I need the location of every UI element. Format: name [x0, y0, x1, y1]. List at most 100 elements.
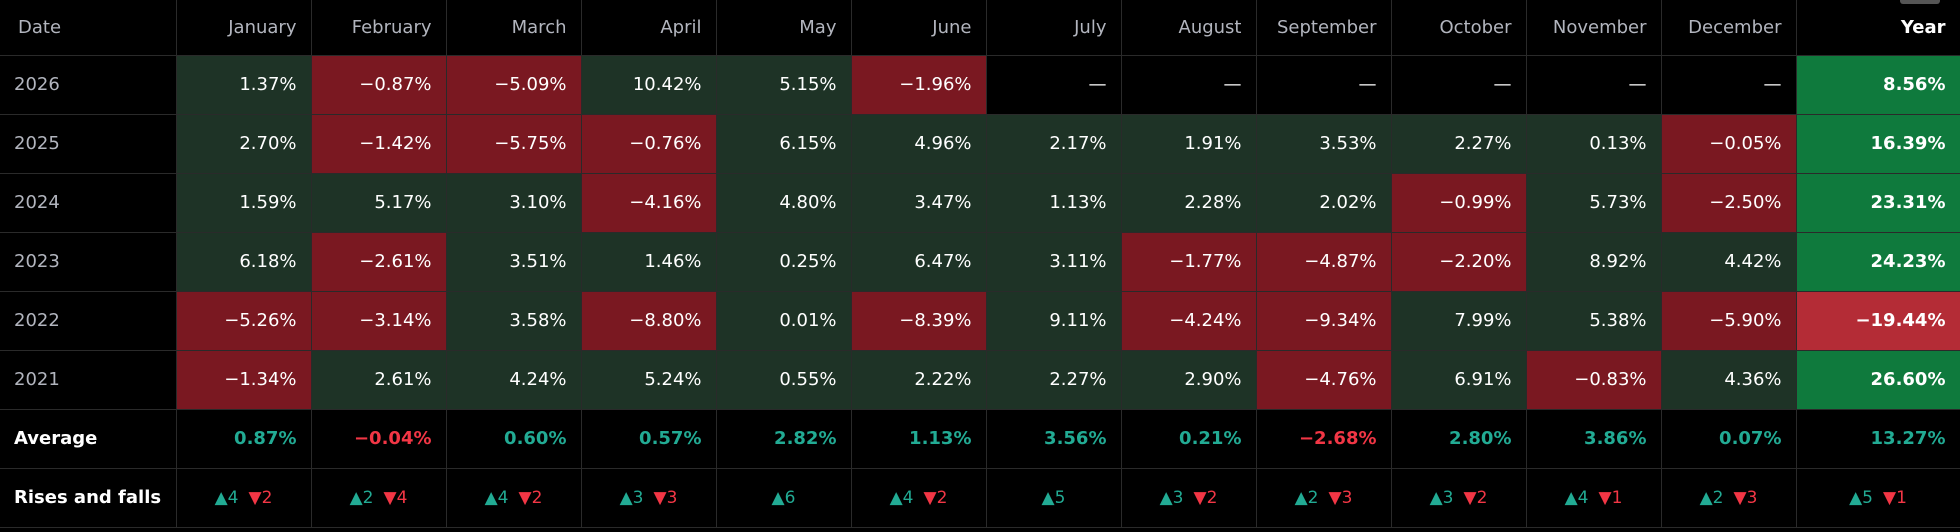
triangle-down-icon: ▼	[248, 487, 262, 508]
column-header-month[interactable]: October	[1391, 0, 1527, 56]
rises-falls-cell: ▲4 ▼1	[1526, 468, 1662, 528]
column-header-month[interactable]: July	[986, 0, 1122, 56]
column-header-month[interactable]: March	[446, 0, 582, 56]
falls-count: 3	[666, 487, 678, 508]
month-return-cell: 3.11%	[986, 232, 1122, 292]
column-header-month[interactable]: November	[1526, 0, 1662, 56]
triangle-up-icon: ▲	[484, 487, 498, 508]
column-header-month[interactable]: December	[1661, 0, 1797, 56]
month-return-cell: 0.55%	[716, 350, 852, 410]
triangle-up-icon: ▲	[349, 487, 363, 508]
rises-falls-cell: ▲4 ▼2	[446, 468, 582, 528]
year-return-cell: 24.23%	[1796, 232, 1960, 292]
triangle-up-icon: ▲	[771, 487, 785, 508]
month-return-cell: 2.17%	[986, 114, 1122, 174]
triangle-down-icon: ▼	[1193, 487, 1207, 508]
month-return-cell: —	[986, 55, 1122, 115]
month-return-cell: −9.34%	[1256, 291, 1392, 351]
table-row: 2024 1.59% 5.17% 3.10% −4.16% 4.80% 3.47% 1.13%…	[0, 173, 1960, 233]
triangle-down-icon: ▼	[1733, 487, 1747, 508]
triangle-down-icon: ▼	[1328, 487, 1342, 508]
month-return-cell: 5.17%	[311, 173, 447, 233]
month-return-cell: 1.59%	[176, 173, 312, 233]
rises-falls-cell: ▲2 ▼3	[1661, 468, 1797, 528]
month-return-cell: —	[1661, 55, 1797, 115]
average-cell: 0.60%	[446, 409, 582, 469]
column-header-month[interactable]: February	[311, 0, 447, 56]
rises-count: 4	[902, 487, 914, 508]
triangle-down-icon: ▼	[518, 487, 532, 508]
rises-count: 4	[227, 487, 239, 508]
month-return-cell: —	[1526, 55, 1662, 115]
rises-count: 2	[1712, 487, 1724, 508]
year-return-cell: 8.56%	[1796, 55, 1960, 115]
rises-count: 5	[1054, 487, 1066, 508]
triangle-up-icon: ▲	[1294, 487, 1308, 508]
triangle-down-icon: ▼	[1463, 487, 1477, 508]
rises-falls-cell: ▲4 ▼2	[176, 468, 312, 528]
rises-falls-cell: ▲2 ▼3	[1256, 468, 1392, 528]
triangle-up-icon: ▲	[1159, 487, 1173, 508]
month-return-cell: 6.18%	[176, 232, 312, 292]
month-return-cell: 1.13%	[986, 173, 1122, 233]
year-return-cell: 26.60%	[1796, 350, 1960, 410]
falls-count: 2	[261, 487, 273, 508]
triangle-down-icon: ▼	[653, 487, 667, 508]
falls-count: 2	[1476, 487, 1488, 508]
rises-falls-year-cell: ▲5 ▼1	[1796, 468, 1960, 528]
month-return-cell: 2.27%	[1391, 114, 1527, 174]
falls-count: 2	[531, 487, 543, 508]
active-sort-indicator	[1899, 0, 1940, 4]
month-return-cell: −5.90%	[1661, 291, 1797, 351]
average-cell: 2.82%	[716, 409, 852, 469]
month-return-cell: −3.14%	[311, 291, 447, 351]
falls-count: 1	[1611, 487, 1623, 508]
month-return-cell: 10.42%	[581, 55, 717, 115]
rises-falls-cell: ▲3 ▼2	[1391, 468, 1527, 528]
average-cell: −2.68%	[1256, 409, 1392, 469]
falls-count: 2	[936, 487, 948, 508]
month-return-cell: 1.91%	[1121, 114, 1257, 174]
triangle-down-icon: ▼	[383, 487, 397, 508]
month-return-cell: 2.61%	[311, 350, 447, 410]
row-year-label: 2022	[0, 291, 177, 351]
rises-count: 6	[784, 487, 796, 508]
table-row: 2023 6.18% −2.61% 3.51% 1.46% 0.25% 6.47% 3.11%…	[0, 232, 1960, 292]
triangle-up-icon: ▲	[214, 487, 228, 508]
month-return-cell: −2.61%	[311, 232, 447, 292]
year-return-cell: 23.31%	[1796, 173, 1960, 233]
row-year-label: 2025	[0, 114, 177, 174]
month-return-cell: 5.15%	[716, 55, 852, 115]
month-return-cell: −0.76%	[581, 114, 717, 174]
year-return-cell: −19.44%	[1796, 291, 1960, 351]
column-header-year[interactable]: Year	[1796, 0, 1960, 56]
month-return-cell: −1.77%	[1121, 232, 1257, 292]
column-header-month[interactable]: June	[851, 0, 987, 56]
table-row: 2022 −5.26% −3.14% 3.58% −8.80% 0.01% −8.39% 9.…	[0, 291, 1960, 351]
month-return-cell: −0.83%	[1526, 350, 1662, 410]
column-header-month[interactable]: August	[1121, 0, 1257, 56]
month-return-cell: 4.42%	[1661, 232, 1797, 292]
row-year-label: 2026	[0, 55, 177, 115]
column-header-month[interactable]: May	[716, 0, 852, 56]
month-return-cell: 2.28%	[1121, 173, 1257, 233]
month-return-cell: −8.39%	[851, 291, 987, 351]
average-cell: 3.86%	[1526, 409, 1662, 469]
month-return-cell: 3.10%	[446, 173, 582, 233]
average-cell: 0.87%	[176, 409, 312, 469]
row-year-label: 2021	[0, 350, 177, 410]
column-header-month[interactable]: January	[176, 0, 312, 56]
rises-falls-cell: ▲4 ▼2	[851, 468, 987, 528]
column-header-month[interactable]: September	[1256, 0, 1392, 56]
column-header-month[interactable]: April	[581, 0, 717, 56]
month-return-cell: 9.11%	[986, 291, 1122, 351]
table-row: 2026 1.37% −0.87% −5.09% 10.42% 5.15% −1.96% — —…	[0, 55, 1960, 115]
rises-falls-cell: ▲2 ▼4	[311, 468, 447, 528]
average-row: Average 0.87% −0.04% 0.60% 0.57% 2.82% 1.13% 3.…	[0, 409, 1960, 469]
month-return-cell: −0.99%	[1391, 173, 1527, 233]
rises-count: 4	[497, 487, 509, 508]
month-return-cell: 3.51%	[446, 232, 582, 292]
row-year-label: 2024	[0, 173, 177, 233]
column-header-date[interactable]: Date	[0, 0, 177, 56]
